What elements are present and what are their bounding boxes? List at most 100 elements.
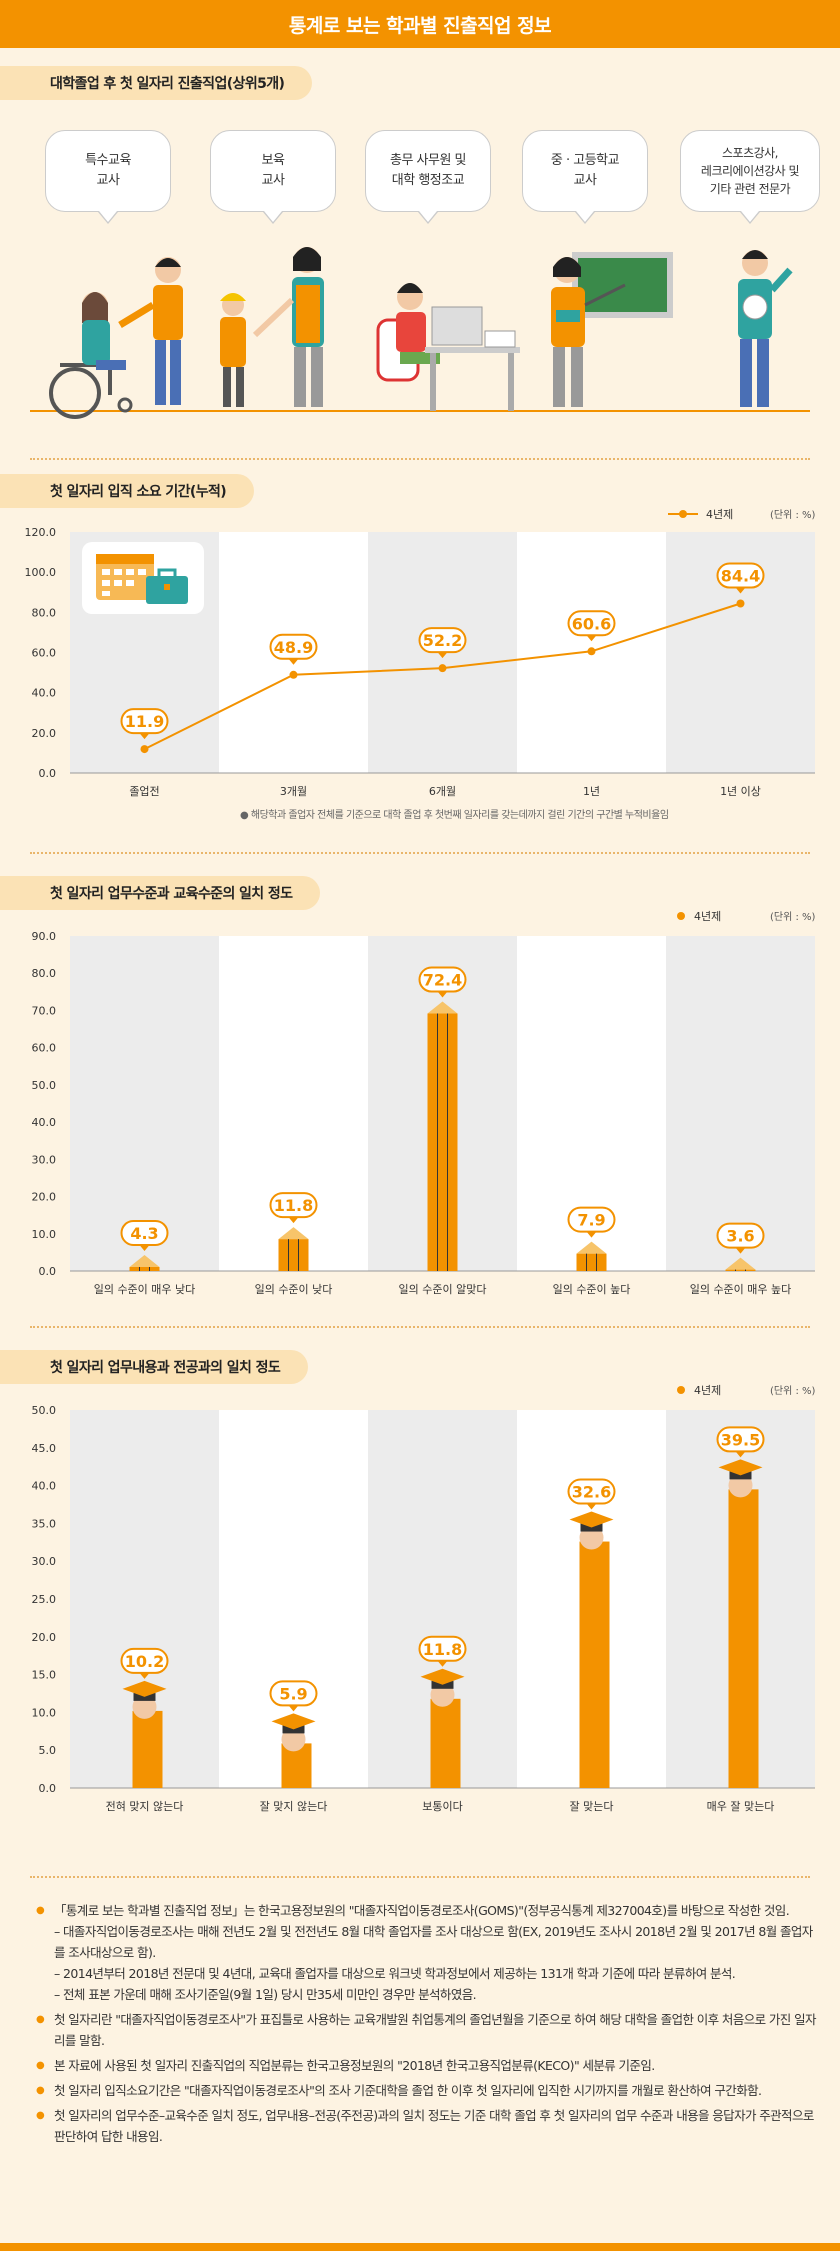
graduation-cap-icon [271,1713,316,1730]
svg-text:60.6: 60.6 [572,614,611,633]
svg-text:10.2: 10.2 [125,1652,164,1671]
data-label: 10.2 [120,1647,169,1679]
section2-legend: 4년제 [668,506,733,522]
bar-tip [725,1257,756,1270]
svg-text:72.4: 72.4 [423,971,462,990]
divider-3 [30,1326,810,1328]
footnote-1-sub-2: – 2014년부터 2018년 전문대 및 4년대, 교육대 졸업자를 대상으로… [54,1966,736,1981]
svg-text:5.9: 5.9 [279,1684,307,1703]
svg-text:11.9: 11.9 [125,712,164,731]
job-bubble-5: 스포츠강사, 레크리에이션강사 및 기타 관련 전문가 [680,130,820,224]
page-title: 통계로 보는 학과별 진출직업 정보 [288,14,552,37]
bar [430,1698,461,1788]
divider-4 [30,1876,810,1878]
x-tick-label: 일의 수준이 알맞다 [399,1282,487,1296]
svg-text:39.5: 39.5 [721,1430,760,1449]
y-tick-label: 0.0 [39,1265,57,1278]
y-tick-label: 70.0 [32,1004,57,1017]
y-tick-label: 90.0 [32,930,57,943]
y-tick-label: 40.0 [32,1116,57,1129]
y-tick-label: 50.0 [32,1404,57,1417]
section1-title: 대학졸업 후 첫 일자리 진출직업(상위5개) [0,66,313,100]
x-tick-label: 일의 수준이 낮다 [255,1282,333,1296]
footnote-3: 본 자료에 사용된 첫 일자리 진출직업의 직업분류는 한국고용정보원의 "20… [36,2055,816,2076]
data-point [736,599,745,608]
footnote-4: 첫 일자리 입직소요기간은 "대졸자직업이동경로조사"의 조사 기준대학을 졸업… [36,2080,816,2101]
y-tick-label: 80.0 [32,606,57,619]
bar-chart-work-level: 90.0 80.0 70.0 60.0 50.0 40.0 30.0 20.0 10.0 0.0 일… [32,930,815,1296]
bar [728,1489,759,1788]
x-tick-label: 1년 [583,785,600,798]
legend-label: 4년제 [694,910,722,923]
y-tick-label: 20.0 [32,1191,57,1204]
bar-chart-major-match: 50.0 45.0 40.0 35.0 30.0 25.0 20.0 15.0 10.0 5.0 0… [32,1404,815,1813]
data-label: 7.9 [567,1206,616,1238]
x-tick-label: 잘 맞는다 [570,1800,614,1813]
grid-band [70,936,219,1271]
sports-instructor-figure [738,250,793,407]
calendar-briefcase-icon [82,542,204,614]
footnote-5: 첫 일자리의 업무수준–교육수준 일치 정도, 업무내용–전공(주전공)과의 일… [36,2105,816,2147]
x-tick-label: 3개월 [280,785,307,798]
bar [132,1710,163,1788]
footnotes: 「통계로 보는 학과별 진출직업 정보」는 한국고용정보원의 "대졸자직업이동경… [36,1900,816,2151]
divider-2 [30,852,810,854]
section3-unit: (단위 : %) [770,912,816,923]
y-tick-label: 20.0 [32,1631,57,1644]
graduate-head-icon [728,1473,753,1498]
data-label: 11.8 [418,1635,467,1667]
data-point [140,745,149,754]
svg-text:32.6: 32.6 [572,1483,611,1502]
job-bubble-3: 총무 사무원 및 대학 행정조교 [365,130,491,224]
data-label: 52.2 [418,627,467,659]
graduation-cap-icon [122,1680,167,1697]
y-tick-label: 35.0 [32,1517,57,1530]
section4-title: 첫 일자리 업무내용과 전공과의 일치 정도 [0,1350,309,1384]
svg-text:3.6: 3.6 [726,1227,754,1246]
data-label: 11.8 [269,1192,318,1224]
legend-dot-marker [677,912,685,920]
y-tick-label: 10.0 [32,1228,57,1241]
data-label: 5.9 [269,1680,318,1712]
divider-1 [30,458,810,460]
svg-text:84.4: 84.4 [721,566,760,585]
section2-unit: (단위 : %) [770,510,816,521]
job-bubble-1: 특수교육 교사 [45,130,171,224]
graduate-hair [729,1471,752,1480]
data-label: 84.4 [716,562,765,594]
data-point [587,647,596,656]
footnote-1-sub-1: – 대졸자직업이동경로조사는 매해 전년도 2월 및 전전년도 8월 대학 졸업… [54,1924,813,1960]
x-tick-label: 6개월 [429,785,456,798]
y-tick-label: 0.0 [39,767,57,780]
x-tick-label: 일의 수준이 높다 [553,1282,631,1296]
special-education-teacher-figure [49,257,183,419]
bar [427,1013,458,1271]
svg-text:11.8: 11.8 [274,1196,313,1215]
svg-text:48.9: 48.9 [274,638,313,657]
data-label: 3.6 [716,1222,765,1254]
svg-text:4.3: 4.3 [130,1224,158,1243]
y-tick-label: 60.0 [32,1042,57,1055]
job-bubble-4: 중 · 고등학교 교사 [522,130,648,224]
legend-label: 4년제 [694,1384,722,1397]
y-tick-label: 10.0 [32,1706,57,1719]
data-label: 60.6 [567,610,616,642]
y-tick-label: 20.0 [32,727,57,740]
childcare-teacher-figure [220,247,324,407]
legend-dot-marker [677,1386,685,1394]
x-tick-label: 일의 수준이 매우 높다 [690,1282,792,1296]
graduation-cap-icon [718,1459,763,1476]
bar [725,1269,756,1271]
office-worker-figure [376,283,520,411]
y-tick-label: 0.0 [39,1782,57,1795]
data-point [438,664,447,673]
y-tick-label: 40.0 [32,1480,57,1493]
section3-title: 첫 일자리 업무수준과 교육수준의 일치 정도 [0,876,321,910]
bar [579,1541,610,1788]
data-label: 39.5 [716,1426,765,1458]
x-tick-label: 전혀 맞지 않는다 [106,1800,184,1813]
y-tick-label: 45.0 [32,1442,57,1455]
grid-band [666,936,815,1271]
job-illustration [30,247,810,419]
footnote-1: 「통계로 보는 학과별 진출직업 정보」는 한국고용정보원의 "대졸자직업이동경… [36,1900,816,2005]
